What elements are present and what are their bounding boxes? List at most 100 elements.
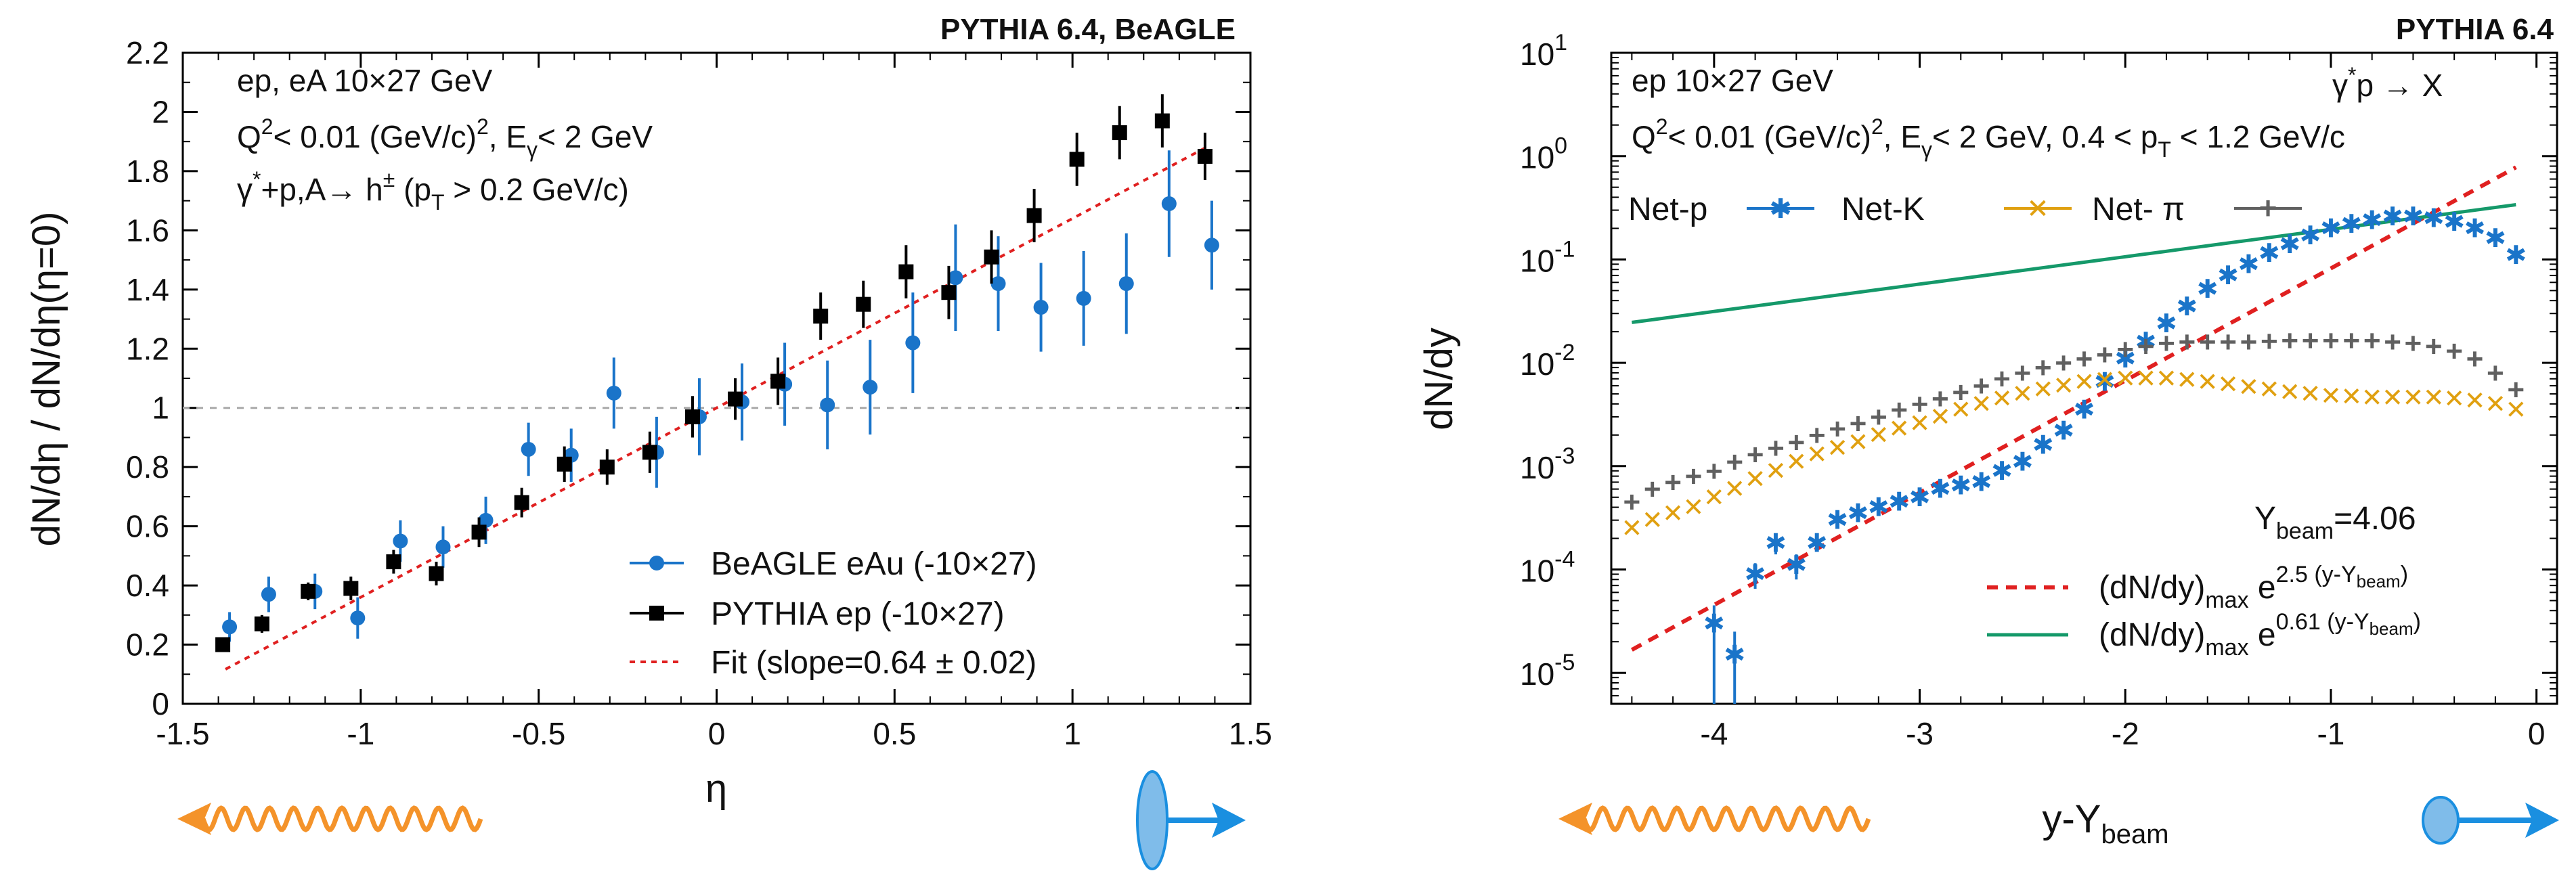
legend-net-p-label: Net-p: [1628, 192, 1707, 227]
beagle-point: [521, 441, 536, 457]
net-pi-point: +: [2405, 327, 2422, 360]
net-p-point: ✱: [2361, 206, 2383, 235]
left-data-layer: [183, 94, 1250, 671]
beagle-point: [393, 533, 408, 549]
pythia-point: [514, 495, 529, 510]
net-p-point: ✱: [1745, 560, 1766, 589]
net-p-point: ✱: [2197, 275, 2219, 304]
net-p-point: ✱: [2217, 262, 2239, 290]
fit-curve-shallow: [1632, 203, 2516, 324]
net-k-point: ✕: [2464, 387, 2486, 416]
photon-wave-arrowhead-icon: [1558, 803, 1592, 835]
net-pi-point: +: [2096, 338, 2114, 372]
pythia-point: [684, 409, 700, 424]
net-p-point: ✱: [2114, 345, 2136, 374]
net-k-point: ✕: [2032, 376, 2054, 405]
photon-wave-arrowhead-icon: [177, 803, 211, 835]
left-annotation-process: γ*+p,A→ h± (pT > 0.2 GeV/c): [237, 167, 629, 215]
pythia-point: [471, 524, 487, 540]
net-pi-point: +: [2302, 324, 2319, 357]
x-tick-label: -1: [347, 716, 374, 751]
pythia-point: [386, 554, 401, 570]
net-p-point: ✱: [2258, 240, 2280, 268]
net-pi-point: +: [2199, 326, 2217, 359]
ybeam-annotation: Ybeam=4.06: [2254, 501, 2416, 544]
net-p-point: ✱: [2340, 210, 2362, 239]
y-tick-label: 10-3: [1520, 443, 1575, 485]
y-tick-label: 10-4: [1520, 546, 1575, 588]
legend-fit-shallow-label: (dN/dy)max e0.61 (y-Ybeam): [2099, 609, 2421, 661]
net-k-point: ✕: [1868, 422, 1890, 450]
pythia-point: [1197, 149, 1213, 164]
net-p-point: ✱: [2176, 293, 2198, 321]
y-tick-label: 2: [152, 94, 169, 129]
net-pi-point: +: [2281, 324, 2298, 357]
legend-net-p-marker: ✱: [1769, 194, 1792, 224]
left-chart-panel: PYTHIA 6.4, BeAGLE -1.5 -1 -0.5 0 0.5 1 1.5 0 0.…: [24, 13, 1272, 870]
beagle-point: [606, 385, 621, 401]
net-pi-point: +: [1705, 455, 1723, 488]
left-y-axis-label: dN/dη / dN/dη(η=0): [24, 212, 68, 547]
net-k-point: ✕: [2053, 372, 2074, 401]
beagle-point: [222, 619, 238, 635]
net-pi-point: +: [2137, 330, 2155, 363]
net-p-point: ✱: [2485, 225, 2506, 253]
pythia-point: [728, 391, 743, 407]
net-pi-point: +: [1747, 438, 1764, 471]
net-k-point: ✕: [2114, 365, 2136, 394]
pythia-point: [429, 566, 444, 581]
legend-beagle-marker: [649, 556, 664, 570]
beagle-point: [261, 587, 276, 602]
net-pi-point: +: [2507, 374, 2525, 407]
net-pi-point: +: [1952, 376, 1969, 409]
y-tick-label: 10-2: [1520, 340, 1575, 382]
net-k-point: ✕: [2443, 385, 2465, 413]
net-p-point: ✱: [2074, 397, 2095, 425]
net-k-point: ✕: [2423, 384, 2445, 413]
net-k-point: ✕: [2485, 390, 2506, 419]
net-k-point: ✕: [1991, 385, 2013, 413]
y-tick-label: 1: [152, 390, 169, 426]
net-pi-point: +: [2487, 357, 2504, 390]
net-k-point: ✕: [1765, 457, 1787, 486]
net-k-point: ✕: [1621, 515, 1642, 543]
beagle-point: [478, 512, 494, 528]
net-pi-point: +: [2425, 330, 2443, 363]
net-pi-point: +: [1829, 413, 1846, 446]
left-legend: BeAGLE eAu (-10×27) PYTHIA ep (-10×27) F…: [630, 546, 1037, 681]
net-k-point: ✕: [2382, 384, 2403, 413]
net-p-point: ✱: [2238, 250, 2260, 279]
x-tick-label: -4: [1700, 716, 1728, 751]
y-tick-label: 0.2: [126, 627, 169, 663]
proton-beam-right-icon: [1136, 770, 1246, 870]
beagle-point: [1033, 300, 1049, 315]
net-pi-point: +: [2342, 324, 2360, 357]
right-data-layer: ✱✱✱✱✱✱✱✱✱✱✱✱✱✱✱✱✱✱✱✱✱✱✱✱✱✱✱✱✱✱✱✱✱✱✱✱✱✱✱✱…: [1621, 165, 2527, 704]
pythia-point: [941, 285, 957, 300]
beagle-point: [1118, 276, 1134, 292]
net-p-point: ✱: [2505, 242, 2527, 270]
legend-fit-label: Fit (slope=0.64 ± 0.02): [711, 645, 1036, 681]
beagle-point: [1076, 290, 1091, 306]
left-annotation-energy: ep, eA 10×27 GeV: [237, 63, 493, 98]
beagle-point: [820, 397, 835, 413]
right-legend-top: Net-p ✱ Net-K ✕ Net- π +: [1628, 190, 2302, 227]
net-k-point: ✕: [1724, 476, 1745, 504]
beagle-point: [905, 335, 921, 351]
beam-arrowhead-icon: [1212, 803, 1246, 838]
x-tick-label: -2: [2112, 716, 2139, 751]
beagle-point: [863, 380, 878, 395]
right-axes: -4 -3 -2 -1 0 101 100 10-1 10-2 10-3 10-4 10-5: [1520, 30, 2557, 751]
legend-pythia-marker: [649, 606, 664, 621]
net-pi-point: +: [2158, 327, 2175, 360]
net-p-point: ✱: [1827, 507, 1848, 535]
net-pi-point: +: [2014, 357, 2032, 390]
legend-net-k-marker: ✕: [2026, 194, 2049, 224]
right-legend-fits: (dN/dy)max e2.5 (y-Ybeam) (dN/dy)max e0.…: [1987, 562, 2421, 661]
net-p-point: ✱: [2423, 205, 2445, 233]
pythia-point: [343, 581, 359, 596]
pythia-point: [1112, 125, 1127, 141]
pythia-point: [1026, 208, 1042, 223]
net-k-point: ✕: [1950, 397, 1971, 425]
